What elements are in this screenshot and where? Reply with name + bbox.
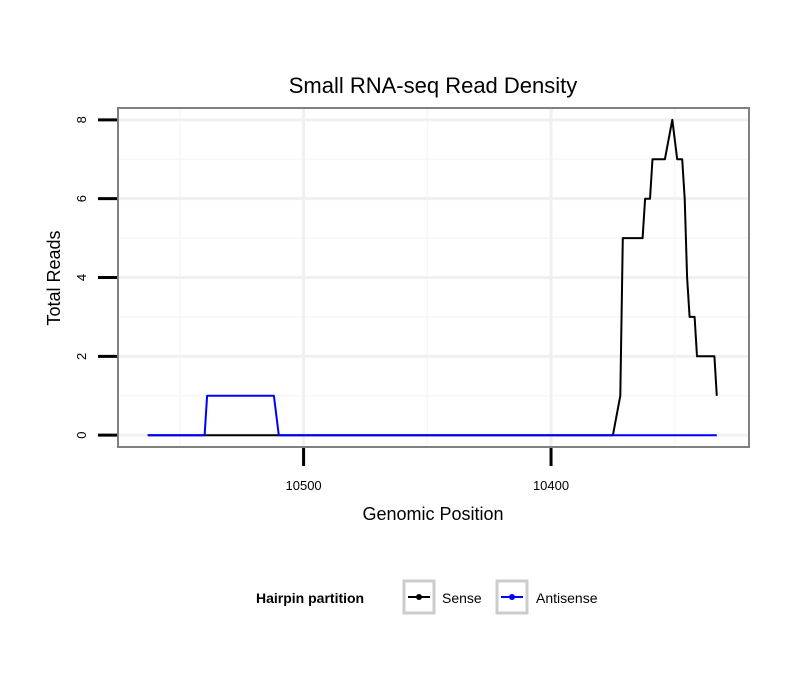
legend-item-sense: Sense (402, 579, 482, 615)
legend-label-antisense: Antisense (536, 590, 598, 606)
y-axis-title: Total Reads (44, 230, 64, 325)
y-tick-label: 0 (74, 432, 89, 439)
y-axis: 0 2 4 6 8 (74, 116, 117, 439)
legend-item-antisense: Antisense (495, 579, 598, 615)
x-axis: 10500 10400 (286, 448, 569, 493)
legend-title: Hairpin partition (256, 590, 364, 606)
x-tick-label: 10500 (286, 478, 322, 493)
plot-border (117, 107, 750, 448)
legend: Hairpin partition Sense Antisense (256, 579, 598, 615)
legend-key-sense-point (416, 594, 422, 600)
x-tick-label: 10400 (533, 478, 569, 493)
legend-key-antisense-point (509, 594, 515, 600)
y-tick-label: 6 (74, 195, 89, 202)
series-line-sense (147, 118, 718, 437)
y-tick-label: 4 (74, 274, 89, 281)
legend-label-sense: Sense (442, 590, 482, 606)
y-tick-label: 2 (74, 353, 89, 360)
series-layer (147, 118, 718, 437)
chart-title: Small RNA-seq Read Density (289, 73, 578, 98)
x-axis-title: Genomic Position (362, 504, 503, 524)
series-line-antisense (147, 394, 717, 437)
y-tick-label: 8 (74, 116, 89, 123)
